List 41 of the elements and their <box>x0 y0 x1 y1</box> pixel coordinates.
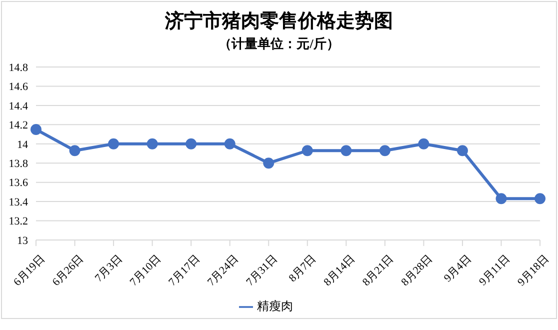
x-tick-label: 7月17日 <box>166 252 202 288</box>
y-tick-label: 14.4 <box>8 100 28 112</box>
y-tick-label: 14.8 <box>8 62 28 74</box>
point <box>263 158 274 169</box>
y-tick-label: 13.4 <box>8 196 28 208</box>
point <box>224 138 236 150</box>
point <box>534 193 546 204</box>
x-tick-label: 9月11日 <box>477 252 512 288</box>
y-tick-label: 14.2 <box>8 120 28 132</box>
point <box>496 193 507 204</box>
point <box>146 138 158 150</box>
x-tick-label: 7月10日 <box>128 252 164 288</box>
y-tick-label: 13.8 <box>8 158 28 170</box>
point <box>69 145 80 156</box>
x-tick-label: 8月14日 <box>322 252 358 288</box>
x-tick-label: 7月3日 <box>92 252 125 285</box>
point <box>186 138 197 150</box>
chart-title: 济宁市猪肉零售价格走势图 <box>164 10 394 34</box>
legend-label: 精瘦肉 <box>257 299 293 313</box>
x-tick-label: 8月28日 <box>399 252 435 288</box>
y-tick-label: 13.2 <box>8 216 28 228</box>
point <box>379 145 390 156</box>
x-tick-label: 9月18日 <box>516 252 552 288</box>
y-tick-label: 14 <box>17 138 28 151</box>
point <box>302 145 313 156</box>
y-tick-label: 13.6 <box>8 177 28 190</box>
x-tick-label: 6月19日 <box>12 252 48 288</box>
y-tick-label: 13 <box>17 234 28 247</box>
point <box>108 138 120 150</box>
x-tick-label: 7月31日 <box>244 252 280 288</box>
x-tick-label: 8月21日 <box>360 252 396 288</box>
y-tick-label: 14.6 <box>8 81 28 94</box>
x-tick-label: 8月7日 <box>286 252 319 285</box>
chart-subtitle: （计量单位：元/斤） <box>218 35 340 53</box>
point <box>418 138 430 150</box>
x-tick-label: 7月24日 <box>205 252 242 288</box>
point <box>340 145 352 156</box>
point <box>30 124 42 135</box>
point <box>456 145 468 156</box>
x-tick-label: 6月26日 <box>50 252 86 288</box>
x-tick-label: 9月4日 <box>442 252 474 285</box>
